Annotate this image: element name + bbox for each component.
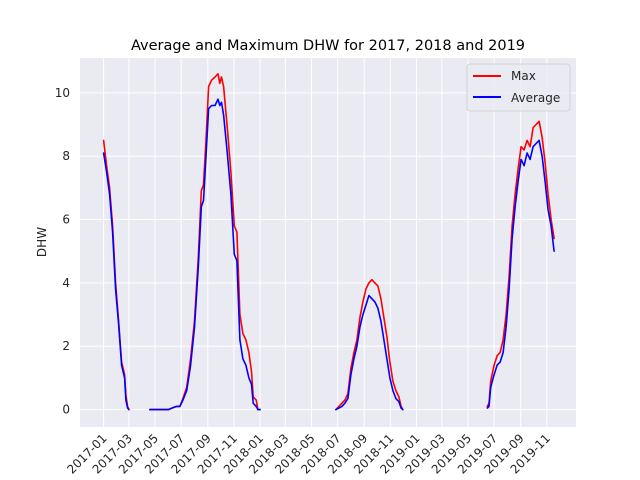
legend-label-average: Average [511, 91, 560, 105]
series-max-segment-4 [486, 120, 555, 408]
grid-lines [80, 58, 576, 427]
y-tick-label: 4 [62, 276, 70, 290]
chart-title: Average and Maximum DHW for 2017, 2018 a… [131, 38, 525, 54]
y-tick-labels: 0 2 4 6 8 10 [55, 86, 70, 417]
y-tick-label: 10 [55, 86, 70, 100]
plot-area [80, 58, 576, 427]
legend: Max Average [466, 63, 571, 112]
series-layer [102, 73, 555, 411]
y-tick-label: 0 [62, 403, 70, 417]
legend-label-max: Max [511, 69, 536, 83]
series-average-segment-1 [102, 152, 130, 411]
series-max-segment-3 [335, 278, 404, 411]
y-tick-label: 6 [62, 213, 70, 227]
y-tick-label: 8 [62, 149, 70, 163]
series-average-segment-2 [149, 98, 261, 411]
y-tick-label: 2 [62, 339, 70, 353]
y-axis-label: DHW [35, 227, 49, 257]
series-average-segment-3 [335, 294, 404, 411]
series-average-segment-4 [486, 139, 555, 409]
